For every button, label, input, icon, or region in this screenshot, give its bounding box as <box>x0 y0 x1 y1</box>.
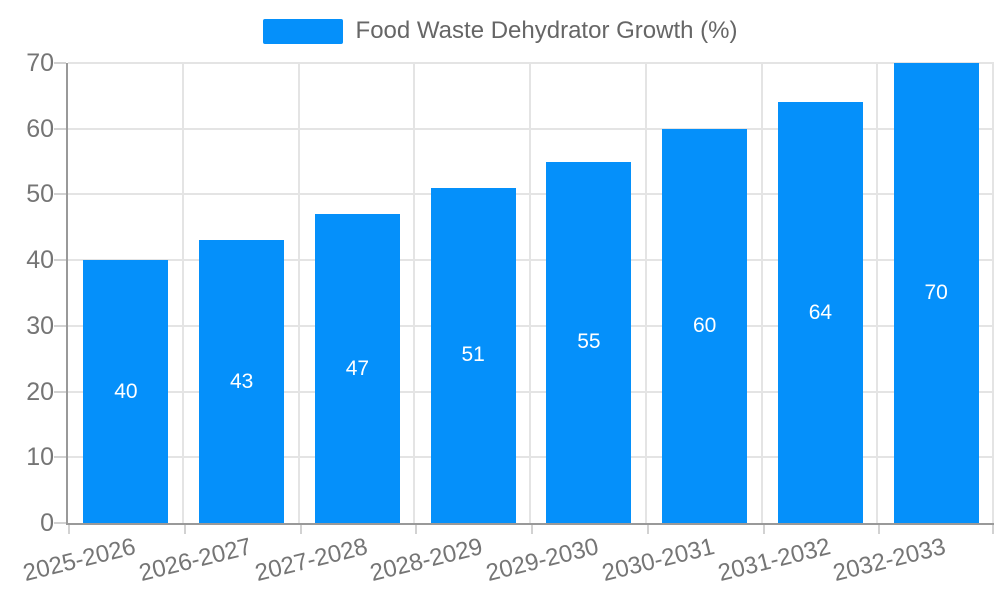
y-tick-label: 40 <box>26 246 54 275</box>
x-tick-label: 2027-2028 <box>252 533 370 587</box>
bar[interactable]: 55 <box>546 161 632 523</box>
y-tick-mark <box>54 259 66 262</box>
y-tick-mark <box>54 456 66 459</box>
x-tick-label: 2032-2033 <box>830 533 949 587</box>
x-tick-mark <box>878 525 881 534</box>
x-grid-line <box>181 63 184 523</box>
legend-label: Food Waste Dehydrator Growth (%) <box>355 17 738 44</box>
x-grid-line <box>644 63 647 523</box>
x-axis-line <box>66 523 994 525</box>
x-tick-label: 2028-2029 <box>367 533 486 587</box>
x-tick-label: 2031-2032 <box>715 533 833 587</box>
x-grid-line <box>760 63 763 523</box>
bar-value-label: 51 <box>461 343 485 367</box>
x-grid-line <box>297 63 300 523</box>
x-grid-line <box>413 63 416 523</box>
y-grid-line <box>68 456 994 459</box>
bar-value-label: 64 <box>808 300 833 324</box>
x-tick-mark <box>68 525 70 534</box>
y-tick-label: 30 <box>26 311 54 340</box>
y-grid-line <box>68 127 994 130</box>
x-tick-label: 2026-2027 <box>136 533 255 587</box>
bar-value-label: 47 <box>345 356 370 380</box>
bar[interactable]: 40 <box>83 260 169 523</box>
y-tick-label: 10 <box>26 443 54 472</box>
y-tick-mark <box>54 324 66 327</box>
bar[interactable]: 60 <box>662 128 748 523</box>
bar-value-label: 55 <box>577 330 601 354</box>
y-tick-mark <box>54 522 66 524</box>
x-grid-line <box>529 63 531 523</box>
bar-value-label: 60 <box>692 313 717 337</box>
y-grid-line <box>68 62 994 64</box>
bar-value-label: 70 <box>924 281 948 304</box>
x-grid-line <box>876 63 879 523</box>
x-tick-mark <box>299 525 302 534</box>
y-tick-mark <box>54 127 66 130</box>
x-tick-mark <box>762 525 765 534</box>
x-grid-line <box>992 63 994 523</box>
bar[interactable]: 43 <box>199 240 285 523</box>
y-axis-line <box>66 63 68 525</box>
y-tick-mark <box>54 390 66 393</box>
y-grid-line <box>68 259 994 262</box>
plot-area: 0 10 20 30 40 50 60 70 40 2025-2026 43 2026-2027 47 2… <box>21 49 994 587</box>
x-tick-label: 2030-2031 <box>599 533 718 587</box>
y-grid-line <box>68 390 994 393</box>
y-tick-mark <box>54 62 66 64</box>
bar[interactable]: 51 <box>430 187 516 523</box>
x-tick-mark <box>415 525 418 534</box>
bar-value-label: 43 <box>229 369 254 393</box>
y-tick-label: 60 <box>26 114 54 143</box>
y-grid-line <box>68 193 994 196</box>
bar[interactable]: 47 <box>314 214 400 523</box>
bar-value-label: 40 <box>114 379 138 403</box>
x-tick-mark <box>183 525 186 534</box>
y-grid-line <box>68 324 994 327</box>
legend[interactable]: Food Waste Dehydrator Growth (%) <box>0 17 1000 45</box>
y-tick-label: 50 <box>26 180 54 209</box>
bar[interactable]: 64 <box>777 102 863 523</box>
x-tick-mark <box>531 525 533 534</box>
legend-swatch-icon <box>262 18 343 44</box>
x-tick-mark <box>992 525 994 534</box>
y-tick-label: 20 <box>26 377 54 406</box>
y-tick-label: 70 <box>26 49 54 77</box>
x-tick-label: 2025-2026 <box>20 533 139 587</box>
y-tick-mark <box>54 193 66 196</box>
y-tick-label: 0 <box>40 509 54 537</box>
x-tick-mark <box>646 525 649 534</box>
bar[interactable]: 70 <box>893 63 979 523</box>
x-tick-label: 2029-2030 <box>483 533 602 587</box>
